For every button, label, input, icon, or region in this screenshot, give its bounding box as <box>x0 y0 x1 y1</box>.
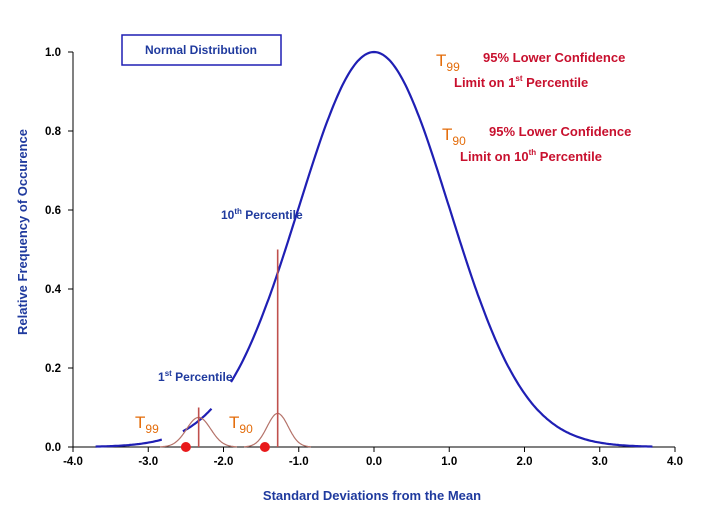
chart-title: Normal Distribution <box>145 43 257 57</box>
y-tick-label: 1.0 <box>45 47 61 59</box>
confidence-point <box>259 442 270 452</box>
y-tick-label: 0.4 <box>45 284 62 296</box>
annotation-symbol: T99 <box>436 51 460 74</box>
annotation-line-2-sup: th <box>529 148 537 157</box>
y-axis-title: Relative Frequency of Occurence <box>15 129 30 335</box>
marker-layer <box>160 249 311 448</box>
annotation-line-1: 95% Lower Confidence <box>489 124 631 139</box>
curve-layer <box>95 50 653 448</box>
annotation-symbol-letter: T <box>436 51 446 70</box>
x-tick-label: 4.0 <box>667 456 683 468</box>
annotation-symbol-letter: T <box>442 125 452 144</box>
x-tick-label: -3.0 <box>138 456 158 468</box>
percentile-word: Percentile <box>172 370 233 384</box>
annotation-line-2-text: Limit on 1 <box>454 75 515 90</box>
percentile-label: 10th Percentile <box>221 207 303 222</box>
annotation-line-2-tail: Percentile <box>523 75 589 90</box>
percentile-suffix: th <box>234 207 242 216</box>
x-tick-label: 1.0 <box>441 456 457 468</box>
point-label-subscript: 90 <box>239 422 253 436</box>
normal-curve-segment <box>230 50 653 448</box>
point-label-symbol: T <box>229 413 239 432</box>
percentile-suffix: st <box>165 369 172 378</box>
y-tick-label: 0.0 <box>45 442 61 454</box>
x-axis-title: Standard Deviations from the Mean <box>263 488 481 503</box>
point-label: T90 <box>229 413 253 436</box>
point-label-symbol: T <box>135 413 145 432</box>
confidence-point <box>180 442 191 452</box>
annotation-line-2: Limit on 1st Percentile <box>454 74 588 90</box>
annotation-symbol-subscript: 99 <box>446 60 460 74</box>
annotation-line-2-text: Limit on 10 <box>460 149 529 164</box>
x-tick-label: -4.0 <box>63 456 83 468</box>
annotation-line-1: 95% Lower Confidence <box>483 50 625 65</box>
y-tick-label: 0.8 <box>45 126 62 138</box>
annotation-symbol-subscript: 90 <box>452 134 466 148</box>
x-tick-label: -2.0 <box>214 456 234 468</box>
y-tick-label: 0.6 <box>45 205 61 217</box>
annotation-line-2-tail: Percentile <box>536 149 602 164</box>
x-tick-label: 3.0 <box>592 456 608 468</box>
percentile-number: 10 <box>221 208 235 222</box>
point-label-subscript: 99 <box>145 422 159 436</box>
normal-curve-segment <box>182 407 213 433</box>
annotation-line-2: Limit on 10th Percentile <box>460 148 602 164</box>
x-tick-label: 0.0 <box>366 456 382 468</box>
normal-curve-segment <box>95 438 163 448</box>
annotation-symbol: T90 <box>442 125 466 148</box>
x-ticks: -4.0 -3.0 -2.0 -1.0 0.0 1.0 2.0 3.0 4.0 <box>63 447 683 468</box>
point-label: T99 <box>135 413 159 436</box>
y-tick-label: 0.2 <box>45 363 61 375</box>
percentile-label: 1st Percentile <box>158 369 233 384</box>
title-box <box>121 34 282 66</box>
x-tick-label: -1.0 <box>289 456 309 468</box>
percentile-word: Percentile <box>242 208 303 222</box>
x-tick-label: 2.0 <box>517 456 533 468</box>
percentile-number: 1 <box>158 370 165 384</box>
y-ticks: 0.0 0.2 0.4 0.6 0.8 1.0 <box>45 47 73 454</box>
annotation-line-2-sup: st <box>515 74 522 83</box>
point-layer <box>180 442 270 452</box>
